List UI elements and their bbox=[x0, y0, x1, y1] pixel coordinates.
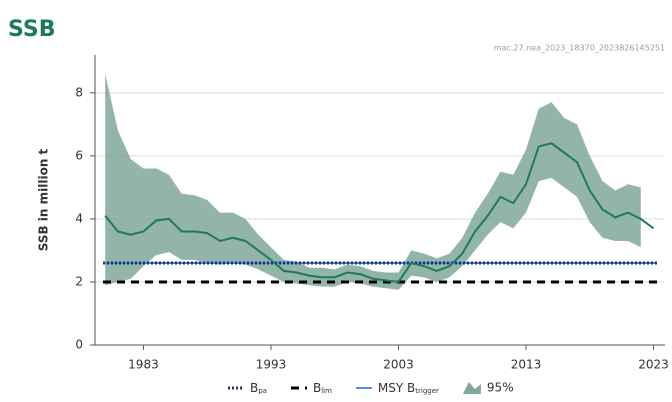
x-tick-label: 1983 bbox=[128, 358, 159, 372]
legend-label-main: B bbox=[250, 381, 258, 395]
x-tick-label: 2023 bbox=[638, 358, 669, 372]
legend-label: 95% bbox=[487, 381, 514, 395]
y-axis-label: SSB in million t bbox=[37, 148, 51, 251]
line bbox=[104, 142, 655, 284]
y-tick-label: 8 bbox=[75, 85, 83, 99]
confidence-band bbox=[105, 73, 641, 290]
legend-label-sub: pa bbox=[258, 387, 267, 395]
legend-label-sub: lim bbox=[321, 387, 332, 395]
legend-label: Blim bbox=[313, 381, 332, 396]
legend-label-main: B bbox=[313, 381, 321, 395]
legend-label-sub: trigger bbox=[415, 387, 439, 395]
x-tick-label: 2003 bbox=[383, 358, 414, 372]
y-tick-label: 2 bbox=[75, 274, 83, 288]
x-tick-label: 2013 bbox=[511, 358, 542, 372]
y-tick-label: 6 bbox=[75, 148, 83, 162]
legend-label: Bpa bbox=[250, 381, 267, 396]
legend-label-main: MSY B bbox=[378, 381, 415, 395]
legend-swatch bbox=[462, 382, 481, 394]
y-tick-label: 4 bbox=[75, 211, 83, 225]
note: mac.27.nea_2023_18370_2023826145251 bbox=[494, 44, 665, 53]
y-tick-label: 0 bbox=[75, 338, 83, 352]
x-tick-label: 1993 bbox=[256, 358, 287, 372]
chart-title: SSB bbox=[8, 17, 55, 42]
legend-label: MSY Btrigger bbox=[378, 381, 439, 396]
